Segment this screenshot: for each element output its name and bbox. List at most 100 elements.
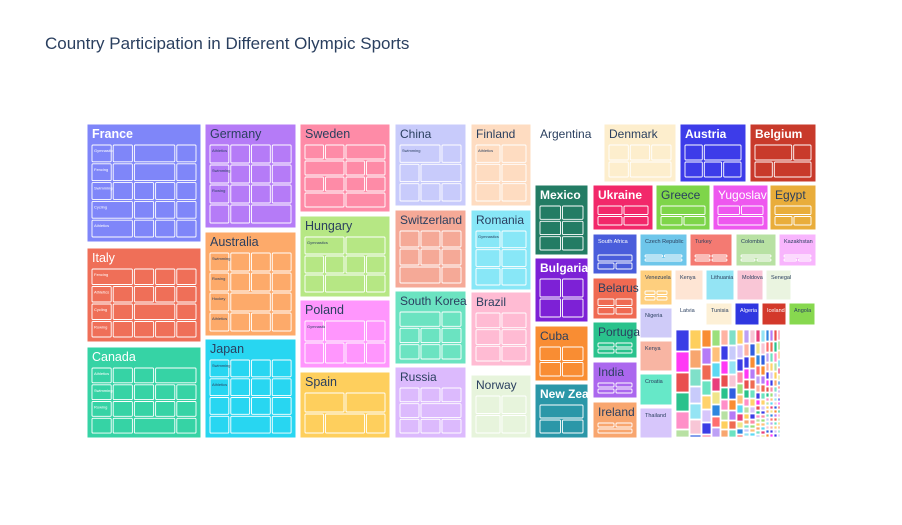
sub-tile[interactable] [271,252,292,272]
sub-tile[interactable] [91,384,112,401]
sub-tile[interactable] [608,161,629,178]
sub-tile[interactable] [475,329,501,345]
sub-tile[interactable] [345,236,386,255]
country-tile-turkey[interactable]: Turkey [689,233,733,267]
sub-tile[interactable] [501,144,527,163]
small-country-tile[interactable] [675,392,690,412]
country-tile-poland[interactable]: Poland Gymnastics [299,299,391,369]
small-country-tile[interactable] [773,352,778,363]
small-country-tile[interactable] [755,434,761,438]
sub-tile[interactable] [656,296,668,301]
country-tile-portugal[interactable]: Portugal [592,321,643,359]
sub-tile[interactable] [155,268,176,285]
sub-tile[interactable] [209,415,230,434]
sub-tile[interactable] [558,144,576,161]
small-country-tile[interactable] [773,392,778,398]
country-tile-bulgaria[interactable]: Bulgaria [534,257,589,323]
small-country-tile[interactable] [760,418,766,423]
sub-tile[interactable] [91,144,112,163]
sub-tile[interactable] [441,230,462,248]
small-country-tile[interactable] [773,386,778,393]
sub-tile[interactable] [660,216,683,226]
sub-tile[interactable] [209,252,230,272]
small-country-tile[interactable] [765,341,770,353]
country-rect[interactable] [761,302,787,326]
small-country-tile[interactable] [769,371,774,380]
sub-tile[interactable] [740,258,756,262]
sub-tile[interactable] [756,258,772,262]
small-country-tile[interactable] [689,349,702,369]
sub-tile[interactable] [304,176,324,192]
sub-tile[interactable] [539,419,561,434]
sub-tile[interactable] [91,200,133,219]
small-country-tile[interactable] [760,365,766,376]
sub-tile[interactable] [251,204,292,224]
small-country-tile[interactable] [755,426,761,431]
small-country-tile[interactable] [720,410,729,421]
sub-tile[interactable] [176,163,197,182]
sub-tile[interactable] [176,401,197,417]
country-tile-senegal[interactable]: Senegal [765,269,792,301]
small-country-tile[interactable] [765,429,770,434]
small-country-tile[interactable] [749,398,756,407]
sub-tile[interactable] [112,417,133,434]
sub-tile[interactable] [420,403,462,418]
sub-tile[interactable] [644,290,656,295]
sub-tile[interactable] [441,266,462,284]
sub-tile[interactable] [501,230,527,249]
sub-tile[interactable] [209,378,230,397]
sub-tile[interactable] [644,258,683,262]
sub-tile[interactable] [230,184,251,204]
sub-tile[interactable] [608,144,629,161]
sub-tile[interactable] [717,216,764,226]
country-tile-ireland[interactable]: Ireland [592,401,638,439]
small-country-tile[interactable] [720,374,729,388]
small-country-tile[interactable] [743,424,750,429]
small-country-tile[interactable] [765,379,770,387]
country-tile-colombia[interactable]: Colombia [735,233,777,267]
sub-tile[interactable] [694,254,711,258]
sub-tile[interactable] [615,382,633,388]
sub-tile[interactable] [441,183,462,202]
small-country-tile[interactable] [711,329,721,347]
sub-tile[interactable] [176,182,197,200]
small-country-tile[interactable] [743,419,750,425]
sub-tile[interactable] [399,183,420,202]
country-tile-norway[interactable]: Norway [470,374,532,439]
country-rect[interactable] [705,269,735,301]
small-country-tile[interactable] [765,386,770,393]
sub-tile[interactable] [230,378,251,397]
small-country-tile[interactable] [755,375,761,385]
sub-tile[interactable] [597,382,615,388]
sub-tile[interactable] [694,258,711,262]
sub-tile[interactable] [230,312,251,332]
small-country-tile[interactable] [736,394,744,405]
small-country-tile[interactable] [728,345,737,361]
sub-tile[interactable] [774,205,812,215]
small-country-tile[interactable] [728,360,737,375]
sub-tile[interactable] [209,397,230,415]
small-country-tile[interactable] [777,413,781,418]
sub-tile[interactable] [501,267,527,286]
small-country-tile[interactable] [760,399,766,406]
sub-tile[interactable] [754,161,773,178]
small-country-tile[interactable] [769,397,774,402]
sub-tile[interactable] [562,278,584,298]
sub-tile[interactable] [644,296,656,301]
small-country-tile[interactable] [769,401,774,406]
country-tile-hungary[interactable]: Hungary Gymnastics [299,215,391,298]
sub-tile[interactable] [615,348,633,354]
sub-tile[interactable] [251,144,271,164]
sub-tile[interactable] [774,216,793,226]
small-country-tile[interactable] [777,340,781,351]
sub-tile[interactable] [703,144,742,161]
sub-tile[interactable] [501,249,527,267]
sub-tile[interactable] [576,144,595,161]
sub-tile[interactable] [91,367,112,384]
sub-tile[interactable] [475,230,501,249]
small-country-tile[interactable] [760,422,766,427]
small-country-tile[interactable] [760,384,766,393]
small-country-tile[interactable] [760,342,766,355]
sub-tile[interactable] [91,417,112,434]
sub-tile[interactable] [209,164,230,184]
